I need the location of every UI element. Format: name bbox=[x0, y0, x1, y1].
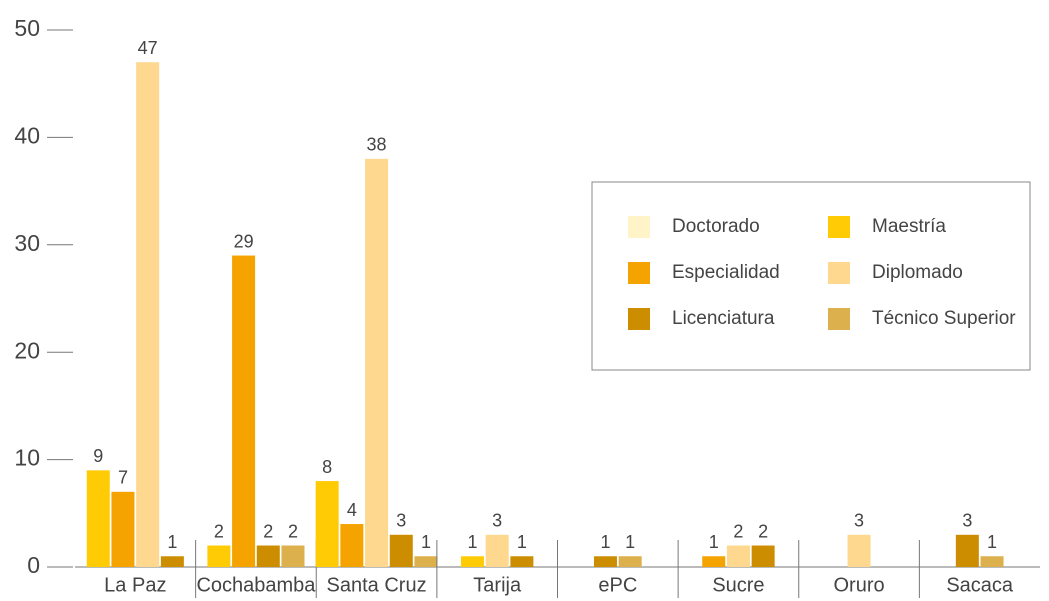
bar bbox=[86, 470, 110, 567]
legend-swatch bbox=[828, 262, 850, 284]
bar bbox=[136, 62, 160, 567]
legend-label: Doctorado bbox=[672, 216, 760, 237]
x-tick-label: Cochabamba bbox=[196, 574, 316, 596]
legend-swatch bbox=[628, 262, 650, 284]
value-label: 2 bbox=[288, 521, 298, 541]
legend-box bbox=[591, 181, 1031, 371]
value-label: 2 bbox=[733, 521, 743, 541]
x-tick-label: Sacaca bbox=[946, 574, 1014, 596]
legend-label: Diplomado bbox=[872, 262, 963, 283]
value-label: 2 bbox=[214, 521, 224, 541]
value-label: 3 bbox=[492, 511, 502, 531]
value-label: 1 bbox=[421, 532, 431, 552]
bar bbox=[618, 556, 642, 567]
value-label: 38 bbox=[367, 135, 387, 155]
value-label: 47 bbox=[138, 38, 158, 58]
x-tick-label: ePC bbox=[598, 574, 637, 596]
bar bbox=[980, 556, 1004, 567]
bar bbox=[510, 556, 534, 567]
value-label: 3 bbox=[962, 511, 972, 531]
legend-label: Licenciatura bbox=[672, 308, 775, 329]
legend-label: Técnico Superior bbox=[872, 308, 1016, 329]
value-label: 1 bbox=[517, 532, 527, 552]
bar bbox=[460, 556, 484, 567]
legend-swatch bbox=[628, 216, 650, 238]
bar bbox=[232, 255, 256, 568]
bar bbox=[315, 481, 339, 567]
value-label: 3 bbox=[396, 511, 406, 531]
y-tick-label: 0 bbox=[27, 552, 40, 578]
bar bbox=[340, 524, 364, 567]
bar bbox=[256, 545, 280, 567]
value-label: 3 bbox=[854, 511, 864, 531]
legend-swatch bbox=[828, 216, 850, 238]
value-label: 1 bbox=[625, 532, 635, 552]
value-label: 1 bbox=[467, 532, 477, 552]
y-tick-label: 10 bbox=[14, 445, 40, 471]
bar bbox=[207, 545, 231, 567]
bar bbox=[414, 556, 438, 567]
legend-swatch bbox=[628, 308, 650, 330]
bar bbox=[593, 556, 617, 567]
bar bbox=[847, 534, 871, 567]
value-label: 4 bbox=[347, 500, 357, 520]
y-tick-label: 40 bbox=[14, 122, 40, 148]
value-label: 8 bbox=[322, 457, 332, 477]
bar bbox=[389, 534, 413, 567]
value-label: 9 bbox=[93, 446, 103, 466]
bar bbox=[485, 534, 509, 567]
value-label: 1 bbox=[987, 532, 997, 552]
y-tick-label: 50 bbox=[14, 15, 40, 41]
bar bbox=[111, 491, 135, 567]
x-tick-label: Oruro bbox=[834, 574, 885, 596]
x-tick-label: Sucre bbox=[712, 574, 764, 596]
y-tick-label: 30 bbox=[14, 230, 40, 256]
value-label: 1 bbox=[709, 532, 719, 552]
x-tick-label: Tarija bbox=[473, 574, 522, 596]
legend-swatch bbox=[828, 308, 850, 330]
value-label: 2 bbox=[758, 521, 768, 541]
x-tick-label: Santa Cruz bbox=[327, 574, 427, 596]
legend-label: Especialidad bbox=[672, 262, 780, 283]
bar bbox=[281, 545, 305, 567]
bar bbox=[726, 545, 750, 567]
value-label: 2 bbox=[263, 521, 273, 541]
value-label: 7 bbox=[118, 468, 128, 488]
bar bbox=[160, 556, 184, 567]
value-label: 1 bbox=[167, 532, 177, 552]
bar bbox=[751, 545, 775, 567]
bar bbox=[365, 158, 389, 567]
legend-label: Maestría bbox=[872, 216, 946, 237]
x-tick-label: La Paz bbox=[104, 574, 166, 596]
value-label: 1 bbox=[600, 532, 610, 552]
y-tick-label: 20 bbox=[14, 337, 40, 363]
bar bbox=[955, 534, 979, 567]
bar bbox=[702, 556, 726, 567]
value-label: 29 bbox=[234, 231, 254, 251]
